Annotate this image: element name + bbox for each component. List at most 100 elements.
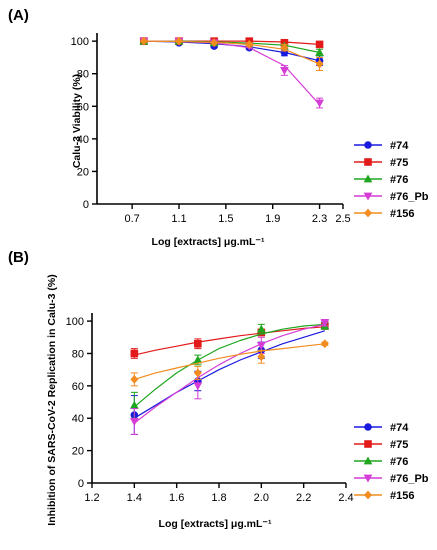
panel-b-xtick-label: 1.6: [169, 492, 184, 504]
panel-a-xtick-label: 1.5: [218, 213, 233, 225]
panel-b-xtick-label: 2.2: [296, 492, 311, 504]
panel-b-data-point: [193, 355, 203, 364]
panel-b-legend-item: #76: [354, 456, 408, 468]
panel-b-legend-label: #75: [390, 439, 408, 451]
panel-b-series: [129, 318, 330, 435]
panel-a-legend-item: #156: [354, 208, 414, 220]
panel-b-ytick-label: 20: [72, 446, 84, 458]
panel-a-ytick-label: 60: [77, 101, 89, 113]
panel-b-label: (B): [8, 249, 29, 266]
panel-b-xtick-label: 1.8: [211, 492, 226, 504]
panel-b-ytick-label: 0: [78, 478, 84, 490]
panel-a-legend-label: #75: [390, 157, 408, 169]
panel-b-legend-marker: [363, 474, 373, 483]
panel-b-xtick-label: 1.4: [127, 492, 142, 504]
panel-b-series: [130, 322, 329, 359]
panel-b-xlabel: Log [extracts] μg.mL⁻¹: [159, 518, 272, 530]
panel-b-ytick-label: 100: [66, 316, 84, 328]
panel-b-data-point: [320, 339, 329, 349]
panel-b-data-point: [256, 341, 266, 350]
panel-a-ytick-label: 80: [77, 69, 89, 81]
panel-a-legend-item: #74: [354, 140, 409, 152]
panel-b-fit-curve: [133, 330, 325, 419]
panel-a-xtick-label: 1.1: [171, 213, 186, 225]
panel-a-legend-label: #74: [390, 140, 409, 152]
panel-b-fit-curve: [134, 343, 325, 380]
panel-b-legend-label: #76_Pb: [390, 473, 429, 485]
panel-b-legend: #74 #75 #76 #76_Pb #156: [354, 422, 429, 502]
panel-b-xtick-label: 2.4: [338, 492, 353, 504]
panel-a-data-point: [139, 36, 148, 46]
panel-b-data-point: [320, 319, 330, 328]
panel-b-legend-label: #74: [390, 422, 409, 434]
panel-a-label: (A): [8, 7, 29, 24]
panel-b-plot: 0 20 40 60 80 100 1.2 1.4 1.6 1.8 2.0 2.2 2.4: [66, 313, 354, 504]
panel-b-data-point: [256, 324, 266, 333]
panel-a-data-point: [315, 47, 324, 56]
panel-a-legend-label: #76: [390, 174, 408, 186]
panel-b-legend-marker: [364, 440, 372, 448]
panel-b-legend-marker: [364, 490, 372, 500]
panel-a-xtick-label: 0.7: [124, 213, 139, 225]
panel-a-data-point: [280, 43, 289, 53]
panel-b-data-point: [193, 382, 203, 391]
panel-b-xtick-label: 1.2: [84, 492, 99, 504]
panel-b-data-point: [129, 418, 139, 427]
panel-b-ytick-label: 80: [72, 348, 84, 360]
panel-a-data-point: [245, 40, 254, 49]
panel-a-ytick-label: 20: [77, 166, 89, 178]
panel-b-data-point: [129, 400, 139, 409]
panel-b-legend-label: #156: [390, 490, 414, 502]
panel-a-data-point: [280, 67, 289, 76]
panel-a-data-point: [315, 59, 324, 69]
panel-b-legend-marker: [364, 423, 372, 431]
panel-a-legend-label: #156: [390, 208, 414, 220]
panel-a-legend-item: #76_Pb: [354, 191, 429, 203]
panel-b-ytick-label: 40: [72, 413, 84, 425]
panel-a-fit-curve: [143, 40, 320, 65]
panel-a-data-point: [315, 99, 324, 108]
panel-b-fit-curve: [133, 323, 325, 424]
panel-a-legend-marker: [363, 192, 373, 201]
panel-a-ytick-label: 0: [83, 199, 89, 211]
panel-a-legend-marker: [364, 158, 372, 166]
panel-a-legend-marker: [364, 208, 372, 218]
panel-a-data-point: [210, 38, 219, 48]
panel-a-xlabel: Log [extracts] μg.mL⁻¹: [152, 236, 265, 248]
panel-a-legend-marker: [363, 174, 373, 183]
panel-a-xtick-label: 1.9: [265, 213, 280, 225]
panel-a-fit-curve: [143, 40, 320, 62]
panel-b-data-point: [193, 368, 202, 378]
panel-b-data-point: [130, 349, 139, 358]
panel-a-series: [139, 36, 324, 57]
panel-b-legend-item: #74: [354, 422, 409, 434]
panel-a-data-point: [315, 40, 324, 49]
panel-b-series: [130, 339, 329, 387]
panel-a-fit-curve: [143, 40, 321, 106]
panel-b-legend-label: #76: [390, 456, 408, 468]
panel-a-legend-item: #75: [354, 157, 408, 169]
panel-a-xtick-label: 2.5: [335, 213, 350, 225]
panel-b-legend-item: #75: [354, 439, 408, 451]
panel-a-data-point: [175, 36, 183, 46]
panel-b-legend-item: #76_Pb: [354, 473, 429, 485]
panel-a-xtick-label: 2.3: [312, 213, 327, 225]
panel-b-xtick-label: 2.0: [254, 492, 269, 504]
panel-a-legend-item: #76: [354, 174, 408, 186]
panel-b-legend-marker: [363, 456, 373, 465]
panel-a-legend-label: #76_Pb: [390, 191, 429, 203]
panel-b-data-point: [194, 339, 202, 348]
panel-a-ylabel: Calu-3 Viability (%): [71, 74, 83, 168]
panel-a-ytick-label: 40: [77, 134, 89, 146]
panel-b-data-point: [130, 375, 139, 384]
panel-b-fit-curve: [133, 323, 325, 408]
panel-b-ytick-label: 60: [72, 381, 84, 393]
panel-a-legend: #74 #75 #76 #76_Pb #156: [354, 140, 429, 220]
panel-b-fit-curve: [134, 326, 325, 356]
panel-a-ytick-label: 100: [71, 36, 89, 48]
panel-a-legend-marker: [364, 141, 372, 149]
panel-b-legend-item: #156: [354, 490, 414, 502]
panel-a-series: [139, 36, 324, 71]
panel-b-ylabel: Inhibition of SARS-CoV-2 Replication in …: [46, 274, 58, 525]
